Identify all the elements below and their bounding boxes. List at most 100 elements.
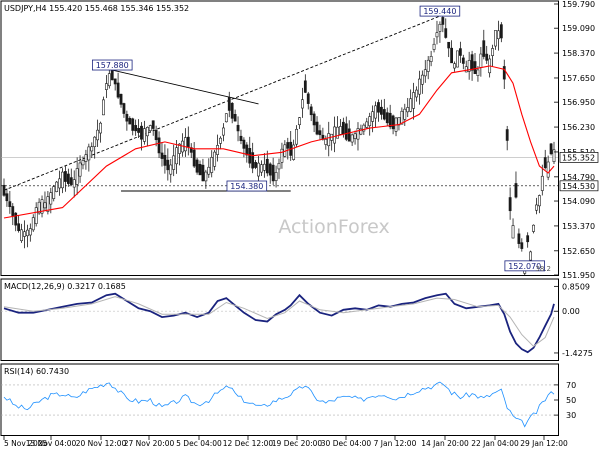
candle-body bbox=[409, 98, 413, 112]
candle-body bbox=[84, 154, 88, 162]
candle-body bbox=[444, 28, 448, 38]
candle-body bbox=[213, 151, 217, 167]
candle-body bbox=[482, 40, 486, 57]
candle-body bbox=[368, 116, 372, 127]
candle-body bbox=[239, 135, 243, 142]
candle-body bbox=[145, 127, 149, 137]
candle-body bbox=[508, 197, 512, 212]
candle-body bbox=[324, 139, 328, 145]
candle-body bbox=[470, 54, 474, 71]
candle-body bbox=[245, 144, 249, 156]
candle-body bbox=[418, 78, 421, 95]
candle-body bbox=[8, 201, 12, 207]
candle-body bbox=[43, 202, 47, 209]
candle-body bbox=[219, 137, 222, 144]
candle-body bbox=[549, 143, 553, 155]
rsi-tick-label: 70 bbox=[566, 381, 576, 390]
price-label-box bbox=[559, 180, 599, 192]
price-tick-label: 157.650 bbox=[562, 74, 595, 83]
candle-body bbox=[40, 199, 44, 214]
watermark: ActionForex bbox=[278, 216, 389, 238]
time-tick-label: 19 Dec 20:00 bbox=[272, 439, 323, 448]
candle-body bbox=[107, 73, 111, 87]
price-tick-label: 159.790 bbox=[562, 0, 595, 9]
candle-body bbox=[461, 57, 465, 64]
candle-body bbox=[312, 113, 316, 126]
candle-body bbox=[540, 175, 544, 191]
candle-body bbox=[216, 145, 219, 155]
candle-body bbox=[453, 63, 456, 69]
candle-body bbox=[236, 124, 240, 132]
candle-body bbox=[532, 224, 535, 232]
candle-body bbox=[520, 242, 524, 249]
candle-body bbox=[365, 121, 369, 128]
price-panel-frame bbox=[0, 0, 559, 276]
candle-body bbox=[134, 125, 138, 132]
price-tick-label: 153.370 bbox=[562, 222, 595, 231]
candle-body bbox=[99, 122, 102, 134]
candlesticks bbox=[2, 8, 556, 276]
macd-signal-line bbox=[3, 296, 555, 347]
candle-body bbox=[295, 128, 298, 145]
candle-body bbox=[26, 229, 29, 237]
candle-body bbox=[260, 164, 263, 173]
candle-body bbox=[403, 108, 407, 120]
candle-body bbox=[81, 160, 85, 166]
price-tick-label: 156.950 bbox=[562, 98, 595, 107]
time-tick-label: 30 Dec 04:00 bbox=[321, 439, 372, 448]
candle-body bbox=[72, 179, 76, 188]
price-tick-label: 151.950 bbox=[562, 271, 595, 280]
candle-body bbox=[537, 195, 541, 207]
price-panel-title: USDJPY,H4 155.420 155.468 155.346 155.35… bbox=[4, 4, 189, 13]
candle-body bbox=[429, 56, 433, 62]
candle-body bbox=[432, 43, 436, 50]
candle-body bbox=[87, 146, 91, 161]
candle-body bbox=[377, 102, 380, 113]
candle-body bbox=[265, 158, 269, 174]
candle-body bbox=[201, 164, 205, 182]
price-annotation-label: 152.070 bbox=[508, 262, 541, 271]
time-tick-label: 29 Jan 12:00 bbox=[520, 439, 568, 448]
candle-body bbox=[122, 103, 126, 114]
candle-body bbox=[318, 130, 322, 136]
price-tick-label: 156.230 bbox=[562, 123, 595, 132]
candle-body bbox=[195, 159, 199, 173]
candle-body bbox=[186, 136, 190, 147]
candle-body bbox=[268, 163, 272, 176]
candle-body bbox=[104, 83, 108, 90]
candle-body bbox=[339, 126, 342, 135]
candle-body bbox=[350, 134, 354, 143]
candle-body bbox=[543, 157, 547, 169]
rsi-tick-label: 30 bbox=[566, 411, 576, 420]
candle-body bbox=[426, 59, 430, 72]
rsi-panel-title: RSI(14) 60.7430 bbox=[4, 367, 69, 376]
price-axis: 159.790 159.090 158.370 157.650 156.950 156.2… bbox=[535, 0, 599, 280]
candle-body bbox=[420, 74, 424, 85]
candle-body bbox=[233, 113, 237, 122]
candle-body bbox=[344, 123, 348, 140]
candle-body bbox=[102, 99, 105, 116]
candle-body bbox=[151, 120, 155, 129]
candle-body bbox=[242, 139, 246, 149]
candle-body bbox=[5, 193, 9, 202]
candle-body bbox=[479, 53, 483, 68]
candle-body bbox=[93, 136, 97, 147]
candle-body bbox=[441, 17, 445, 25]
candle-body bbox=[327, 133, 331, 147]
candle-body bbox=[379, 106, 383, 115]
price-annotation-label: 159.440 bbox=[423, 7, 456, 16]
candle-body bbox=[301, 99, 304, 109]
candle-body bbox=[11, 206, 15, 216]
candle-body bbox=[192, 149, 196, 167]
candle-body bbox=[362, 124, 366, 132]
macd-indicator: 0.8509 0.00 -1.4275 bbox=[1, 282, 593, 358]
candle-body bbox=[66, 173, 70, 184]
candle-body bbox=[175, 147, 179, 165]
sma-line bbox=[3, 65, 555, 219]
time-tick-label: 12 Dec 12:00 bbox=[223, 439, 274, 448]
price-annotation-box bbox=[504, 260, 545, 272]
candle-body bbox=[119, 93, 123, 105]
macd-tick-label: -1.4275 bbox=[562, 349, 593, 358]
candle-body bbox=[140, 125, 143, 140]
horizontal-levels bbox=[1, 157, 558, 187]
